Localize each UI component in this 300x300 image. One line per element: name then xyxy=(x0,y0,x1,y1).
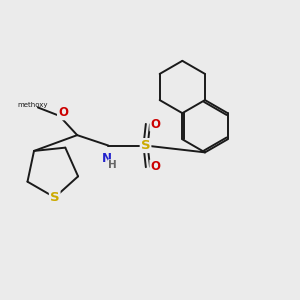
Text: O: O xyxy=(150,160,160,173)
Text: N: N xyxy=(102,152,112,164)
Text: O: O xyxy=(150,118,160,130)
Text: H: H xyxy=(108,160,117,170)
Text: S: S xyxy=(50,191,59,204)
Text: methoxy: methoxy xyxy=(17,101,48,107)
Text: S: S xyxy=(141,139,150,152)
Text: O: O xyxy=(58,106,68,119)
